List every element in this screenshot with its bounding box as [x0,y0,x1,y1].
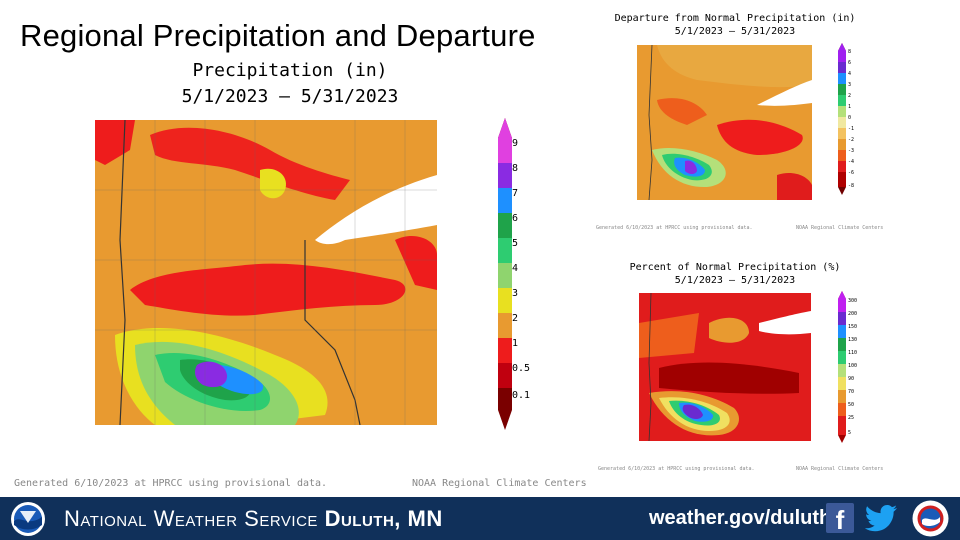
legend-label: 1 [848,104,852,110]
slide-title: Regional Precipitation and Departure [20,18,536,53]
main-map-dates: 5/1/2023 – 5/31/2023 [181,86,399,107]
legend-label: 6 [512,213,519,224]
percent-map [639,293,811,441]
legend-label: 25 [848,415,855,421]
legend-label: 90 [848,376,855,382]
legend-label: 130 [848,337,858,343]
legend-label: 0.5 [512,363,531,374]
departure-dates: 5/1/2023 – 5/31/2023 [674,26,796,37]
legend-label: 4 [512,263,519,274]
departure-title: Departure from Normal Precipitation (in) [614,13,856,24]
legend-label: -8 [848,183,855,189]
nws-logo-icon [912,500,949,537]
percent-footer-left: Generated 6/10/2023 at HPRCC using provi… [598,466,755,472]
percent-dates: 5/1/2023 – 5/31/2023 [674,275,796,286]
nws-office-name: National Weather Service Duluth, MN [64,506,443,532]
departure-footer-left: Generated 6/10/2023 at HPRCC using provi… [596,225,753,231]
departure-legend-bar [838,43,846,195]
bottom-banner: National Weather Service Duluth, MN weat… [0,497,960,540]
legend-label: -4 [848,159,855,165]
legend-label: 2 [512,313,519,324]
percent-legend-bar [838,291,846,443]
departure-map [637,45,812,200]
legend-label: 110 [848,350,858,356]
legend-label: 5 [848,430,852,436]
main-footer-right: NOAA Regional Climate Centers [412,478,587,489]
office-url[interactable]: weather.gov/duluth [649,507,832,529]
precipitation-legend-bar [498,118,512,430]
legend-label: 3 [848,82,852,88]
percent-title: Percent of Normal Precipitation (%) [629,262,841,273]
legend-label: 0.1 [512,390,531,401]
nws-prefix: National Weather Service [64,506,318,531]
legend-label: 5 [512,238,519,249]
legend-label: -2 [848,137,855,143]
noaa-logo-icon [11,502,45,536]
legend-label: 50 [848,402,855,408]
legend-label: 2 [848,93,852,99]
legend-label: 8 [848,49,852,55]
legend-label: -3 [848,148,855,154]
legend-label: 0 [848,115,852,121]
legend-label: -6 [848,170,855,176]
legend-label: 3 [512,288,519,299]
legend-label: 8 [512,163,519,174]
main-map-subtitle: Precipitation (in) [192,60,388,81]
legend-label: 100 [848,363,858,369]
precipitation-map [95,120,437,425]
departure-footer-right: NOAA Regional Climate Centers [796,225,884,231]
twitter-icon[interactable] [864,503,898,533]
legend-label: 300 [848,298,858,304]
nws-office: Duluth, MN [324,506,443,531]
legend-label: 9 [512,138,519,149]
legend-label: -1 [848,126,855,132]
facebook-icon[interactable]: f [826,503,854,535]
legend-label: 7 [512,188,519,199]
legend-label: 1 [512,338,519,349]
legend-label: 70 [848,389,855,395]
legend-label: 150 [848,324,858,330]
main-footer-left: Generated 6/10/2023 at HPRCC using provi… [14,478,328,489]
percent-footer-right: NOAA Regional Climate Centers [796,466,884,472]
legend-label: 4 [848,71,852,77]
legend-label: 6 [848,60,852,66]
legend-label: 200 [848,311,858,317]
